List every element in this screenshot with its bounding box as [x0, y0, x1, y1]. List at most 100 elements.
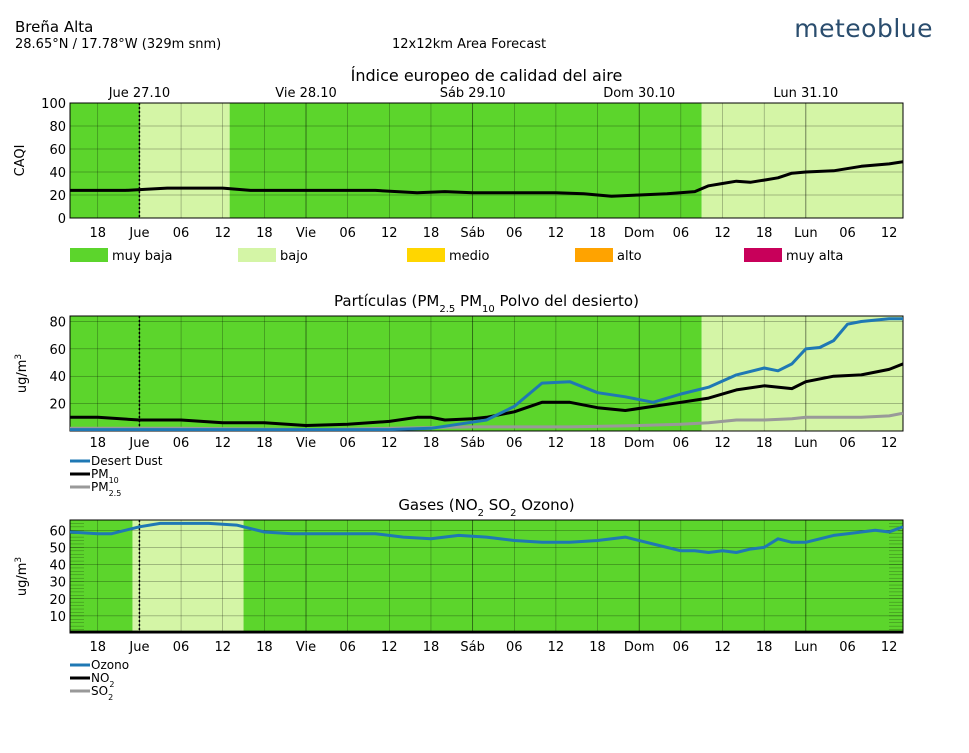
legend-swatch-muy_alta: [744, 248, 782, 262]
x-tick-label: 06: [839, 640, 856, 655]
y-tick-label: 20: [49, 189, 66, 204]
x-tick-label: 18: [589, 226, 606, 241]
band-muy_baja: [229, 103, 702, 218]
legend-swatch-muy_baja: [70, 248, 108, 262]
x-tick-label: Lun: [794, 226, 818, 241]
y-tick-label: 40: [49, 370, 66, 385]
meteoblue-logo: meteoblue: [794, 14, 933, 43]
day-label: Vie 28.10: [275, 86, 337, 101]
x-tick-label: 18: [756, 226, 773, 241]
x-tick-label: 06: [839, 436, 856, 451]
legend-label: muy alta: [786, 249, 843, 264]
x-tick-label: 12: [381, 640, 398, 655]
x-tick-label: 12: [381, 226, 398, 241]
x-tick-label: Jue: [128, 226, 149, 241]
x-tick-label: 12: [214, 436, 231, 451]
x-tick-label: 12: [714, 226, 731, 241]
location-coords: 28.65°N / 17.78°W (329m snm): [15, 37, 222, 52]
y-tick-label: 30: [49, 576, 66, 591]
legend-label: alto: [617, 249, 642, 264]
x-tick-label: 06: [506, 640, 523, 655]
x-tick-label: 18: [89, 640, 106, 655]
x-tick-label: 12: [881, 436, 898, 451]
x-tick-label: 12: [548, 226, 565, 241]
y-axis-label: ug/m3: [14, 557, 30, 596]
x-tick-label: 12: [714, 436, 731, 451]
legend-swatch-bajo: [238, 248, 276, 262]
x-tick-label: Jue: [128, 436, 149, 451]
x-tick-label: 12: [714, 640, 731, 655]
chart-title: Gases (NO2 SO2 Ozono): [398, 496, 574, 519]
x-tick-label: Dom: [624, 226, 655, 241]
x-tick-label: 06: [173, 436, 190, 451]
x-tick-label: 06: [506, 226, 523, 241]
x-tick-label: 18: [256, 226, 273, 241]
x-tick-label: Jue: [128, 640, 149, 655]
y-tick-label: 20: [49, 398, 66, 413]
plot-frame: [69, 102, 904, 219]
series-line-desert-dust: [70, 317, 903, 431]
x-tick-label: 06: [173, 226, 190, 241]
legend-label: PM2.5: [91, 480, 121, 498]
day-label: Lun 31.10: [773, 86, 838, 101]
band-muy_baja: [70, 520, 133, 633]
x-tick-label: 06: [339, 640, 356, 655]
x-tick-label: Dom: [624, 436, 655, 451]
y-axis-label: ug/m3: [14, 354, 30, 393]
x-tick-label: 18: [423, 640, 440, 655]
y-tick-label: 10: [49, 610, 66, 625]
x-tick-label: Sáb: [460, 226, 484, 241]
series-line-caqi: [70, 160, 903, 198]
legend-swatch-alto: [575, 248, 613, 262]
y-tick-label: 40: [49, 559, 66, 574]
x-tick-label: 06: [506, 436, 523, 451]
x-tick-label: 18: [423, 436, 440, 451]
x-tick-label: Vie: [296, 640, 316, 655]
band-bajo: [132, 520, 244, 633]
legend-label: medio: [449, 249, 490, 264]
legend-label: Desert Dust: [91, 454, 163, 468]
x-tick-label: 06: [339, 436, 356, 451]
band-bajo: [701, 103, 903, 218]
y-tick-label: 60: [49, 524, 66, 539]
chart-panel-3: Gases (NO2 SO2 Ozono) 10 20 30 40 50 60 18 Jue 06…: [14, 496, 904, 702]
x-tick-label: 18: [256, 640, 273, 655]
x-tick-label: 12: [214, 640, 231, 655]
y-tick-label: 40: [49, 166, 66, 181]
x-tick-label: 18: [589, 640, 606, 655]
x-tick-label: Dom: [624, 640, 655, 655]
y-tick-label: 50: [49, 541, 66, 556]
legend-label: muy baja: [112, 249, 173, 264]
x-tick-label: 06: [673, 436, 690, 451]
y-tick-label: 60: [49, 143, 66, 158]
chart-panel-1: Índice europeo de calidad del aire 0 20 40 6…: [13, 66, 904, 264]
x-tick-label: 12: [548, 640, 565, 655]
day-label: Dom 30.10: [603, 86, 675, 101]
x-tick-label: 12: [381, 436, 398, 451]
x-tick-label: 06: [173, 640, 190, 655]
chart-panel-2: Partículas (PM2.5 PM10 Polvo del desiert…: [14, 292, 904, 498]
band-muy_baja: [70, 316, 702, 431]
y-tick-label: 80: [49, 315, 66, 330]
x-tick-label: 18: [423, 226, 440, 241]
x-tick-label: 18: [256, 436, 273, 451]
y-tick-label: 20: [49, 593, 66, 608]
legend-label: bajo: [280, 249, 308, 264]
band-muy_baja: [243, 520, 903, 633]
x-tick-label: 12: [548, 436, 565, 451]
x-tick-label: Lun: [794, 436, 818, 451]
legend-label: SO2: [91, 684, 113, 702]
plot-frame: [69, 315, 904, 432]
band-muy_baja: [70, 103, 140, 218]
y-tick-label: 80: [49, 120, 66, 135]
y-tick-label: 60: [49, 343, 66, 358]
x-tick-label: 06: [839, 226, 856, 241]
legend-label: Ozono: [91, 658, 129, 672]
x-tick-label: 06: [673, 640, 690, 655]
x-tick-label: 06: [673, 226, 690, 241]
x-tick-label: Lun: [794, 640, 818, 655]
x-tick-label: 18: [589, 436, 606, 451]
x-tick-label: Vie: [296, 436, 316, 451]
chart-title: Partículas (PM2.5 PM10 Polvo del desiert…: [334, 292, 639, 315]
